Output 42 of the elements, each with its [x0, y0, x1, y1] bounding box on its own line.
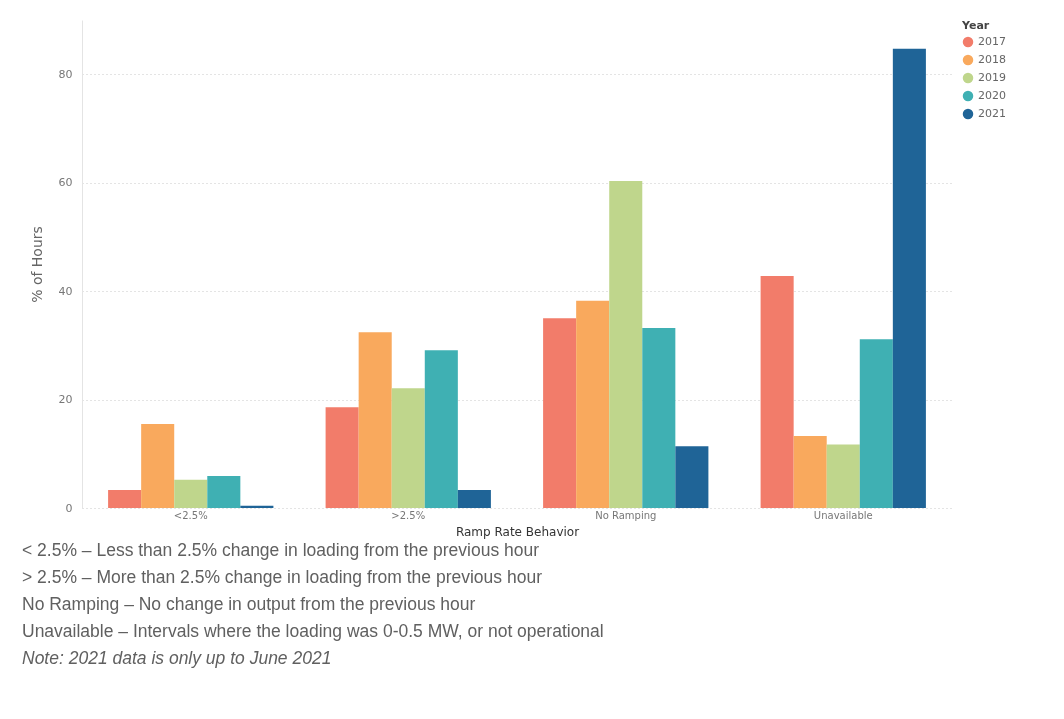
x-tick-label: >2.5%: [391, 509, 426, 521]
legend-label: 2019: [978, 71, 1006, 84]
bar: [207, 476, 241, 508]
bar: [576, 300, 610, 508]
legend-label: 2018: [978, 53, 1006, 66]
bar: [108, 490, 142, 508]
y-axis-title: % of Hours: [28, 226, 45, 303]
bar: [859, 339, 893, 508]
y-tick-label: 40: [58, 284, 73, 298]
y-tick-label: 0: [65, 501, 73, 515]
bar: [240, 505, 274, 508]
bar: [793, 435, 827, 508]
bar: [358, 332, 392, 508]
bar: [141, 423, 175, 508]
bar: [642, 327, 676, 508]
bar: [609, 181, 643, 508]
legend-label: 2021: [978, 107, 1006, 120]
bar: [826, 444, 860, 508]
text: Note: 2021 data is only up to June 2021: [22, 647, 333, 670]
x-tick-label: <2.5%: [173, 509, 208, 521]
bar: [892, 48, 926, 508]
x-tick-label: No Ramping: [595, 509, 657, 521]
bar: [760, 275, 794, 508]
bar: [543, 318, 577, 508]
text: > 2.5% – More than 2.5% change in loading from the previous hour: [22, 566, 543, 589]
text: No Ramping – No change in output from the previous hour: [22, 593, 477, 616]
bar: [424, 350, 458, 508]
y-tick-label: 20: [58, 393, 73, 407]
bar: [391, 388, 425, 508]
text: Unavailable – Intervals where the loading was 0-0.5 MW, or not operational: [22, 620, 605, 643]
legend-label: 2020: [978, 89, 1006, 102]
bar: [325, 407, 359, 508]
y-tick-label: 60: [58, 176, 73, 190]
bar: [457, 490, 491, 508]
text: < 2.5% – Less than 2.5% change in loading from the previous hour: [22, 539, 541, 562]
bar: [675, 446, 709, 508]
bar: [174, 479, 208, 508]
y-tick-label: 80: [58, 67, 73, 81]
x-axis-title: Ramp Rate Behavior: [455, 524, 580, 539]
legend-title: Year: [961, 19, 990, 32]
x-tick-label: Unavailable: [813, 509, 873, 521]
legend-label: 2017: [978, 35, 1006, 48]
